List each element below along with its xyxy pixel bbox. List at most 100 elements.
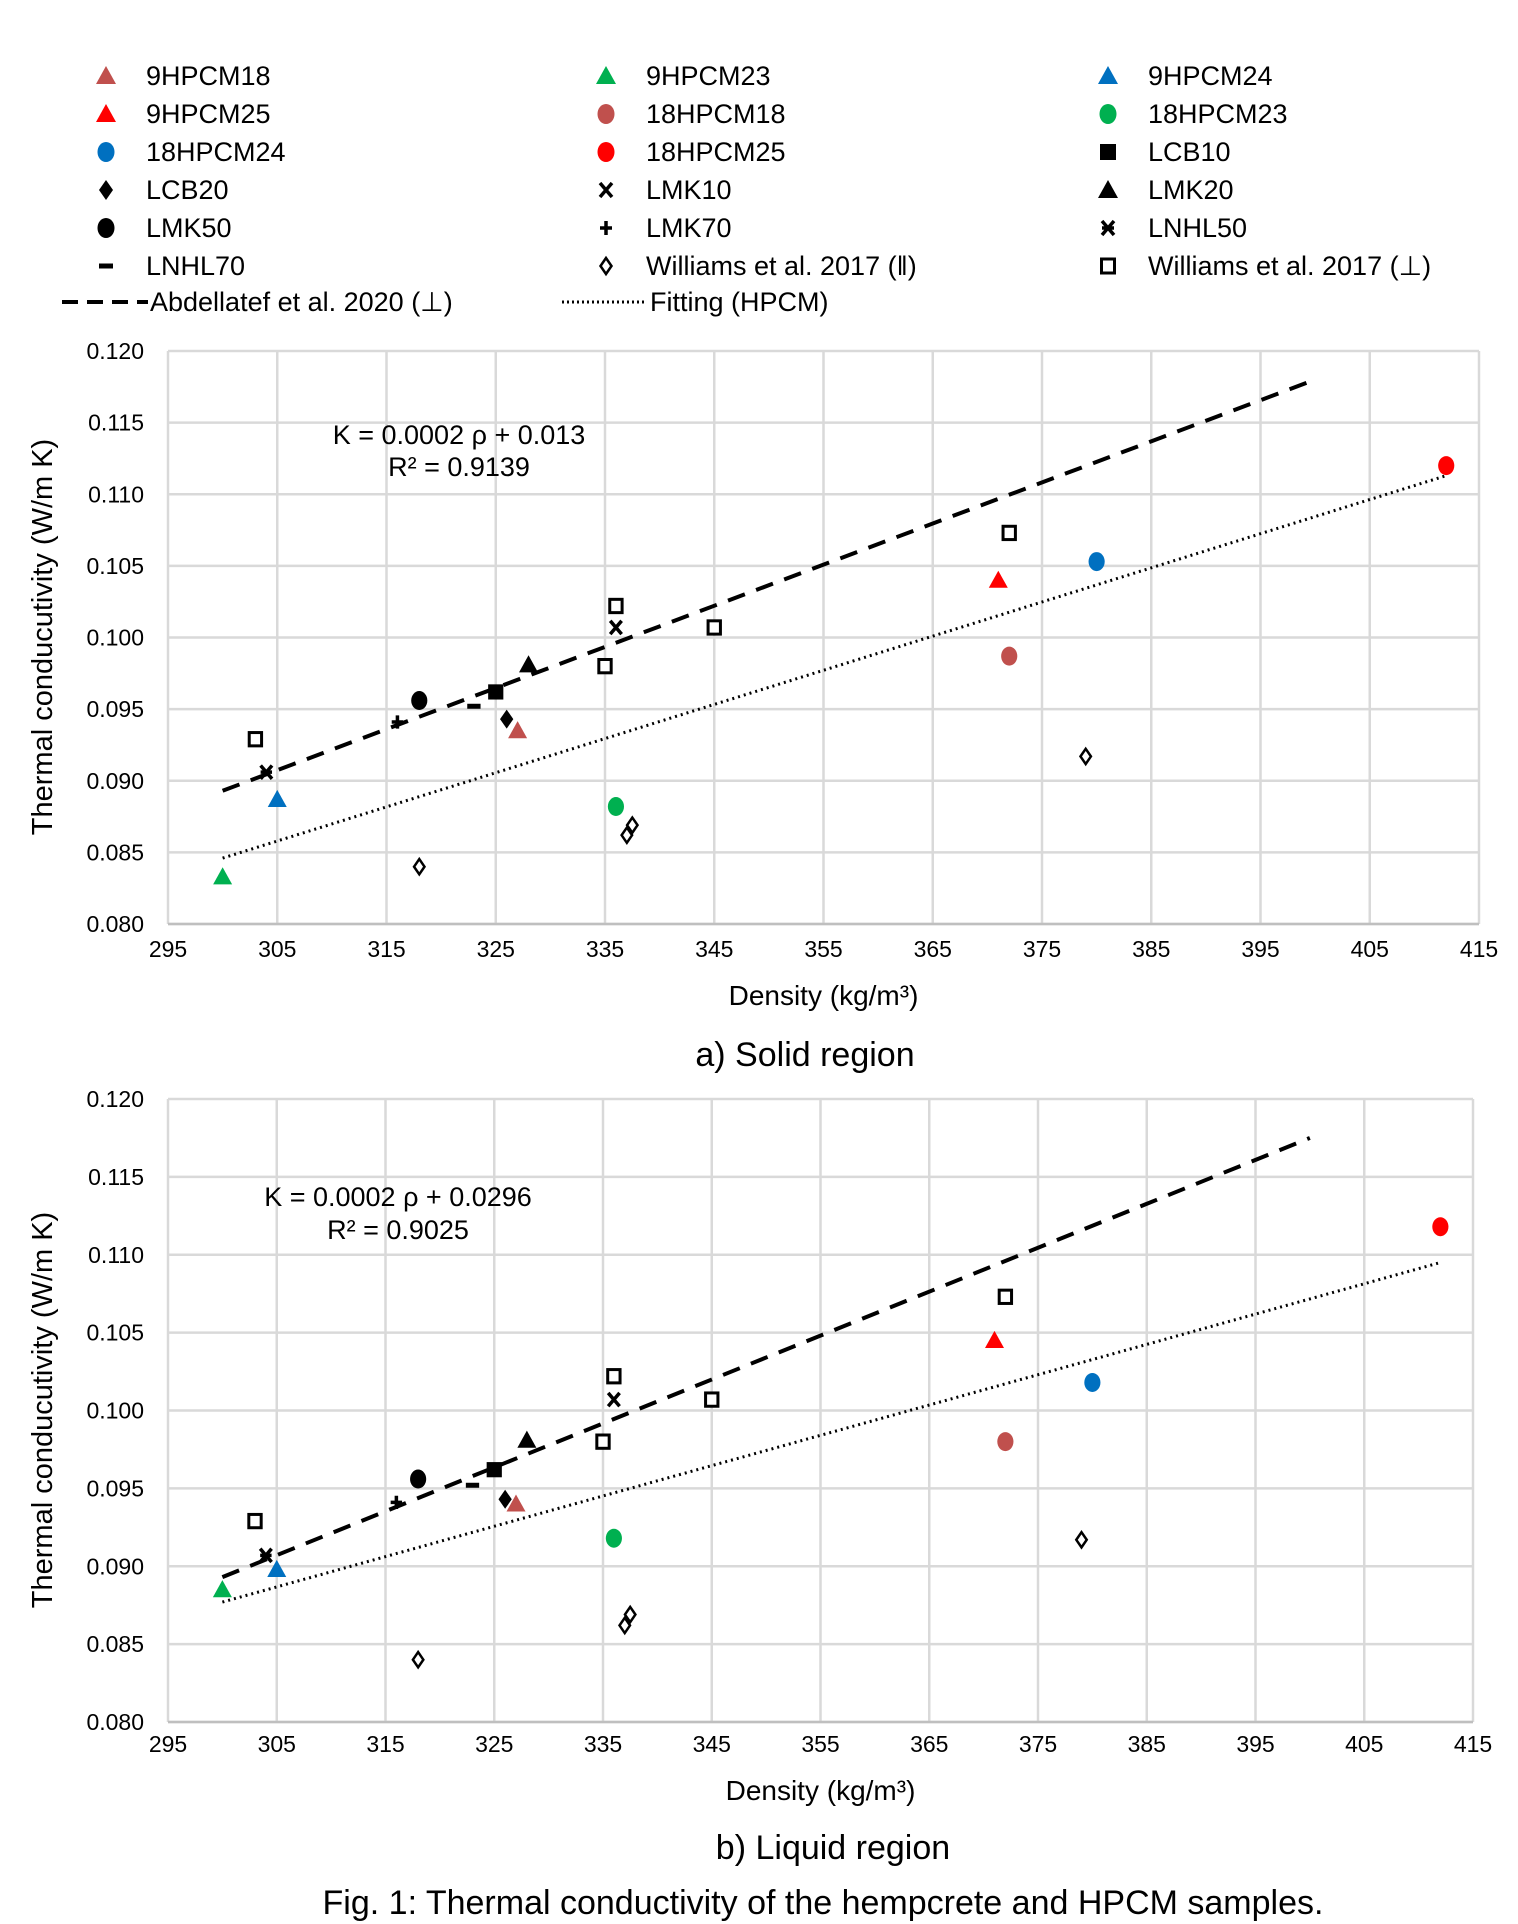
legend-marker-icon [1100, 257, 1116, 275]
point-18hpcm25 [1438, 456, 1455, 476]
point-9hpcm25 [988, 570, 1008, 588]
chart-b-caption: b) Liquid region [715, 1829, 951, 1867]
point-lcb20 [500, 709, 514, 729]
y-tick-label: 0.105 [86, 553, 144, 579]
point-lcb10 [488, 684, 504, 700]
legend-label: Williams et al. 2017 (⊥) [1148, 250, 1432, 281]
legend-item-lnhl50: LNHL50 [1095, 210, 1247, 246]
legend-marker-icon [96, 104, 116, 122]
r-squared-label: R² = 0.9025 [327, 1215, 469, 1245]
chart-legend: 9HPCM18 9HPCM23 9HPCM24 9HPCM25 18HPCM18 18HP… [0, 0, 1518, 330]
x-tick-label: 415 [1454, 1731, 1492, 1757]
x-tick-label: 305 [258, 1731, 296, 1757]
legend-item-lmk10: LMK10 [593, 172, 732, 208]
x-tick-label: 315 [366, 1731, 404, 1757]
y-tick-label: 0.080 [86, 1709, 144, 1735]
y-tick-label: 0.085 [86, 1631, 144, 1657]
y-tick-label: 0.100 [86, 1398, 144, 1424]
point-w-perp [1001, 524, 1017, 542]
legend-item-18hpcm24: 18HPCM24 [93, 134, 286, 170]
x-tick-label: 355 [804, 936, 842, 962]
legend-marker-icon [62, 300, 148, 304]
point-lnhl70 [465, 1482, 480, 1488]
y-tick-label: 0.085 [86, 839, 144, 865]
legend-item-lmk50: LMK50 [93, 210, 232, 246]
point-9hpcm24 [267, 1559, 287, 1577]
fitting-line [221, 1261, 1441, 1604]
y-tick-label: 0.115 [88, 1164, 144, 1190]
legend-marker-icon [597, 104, 615, 124]
point-w-perp [606, 1368, 622, 1385]
point-w-par [1074, 1529, 1089, 1550]
chart-a-caption: a) Solid region [695, 1036, 915, 1074]
point-9hpcm24 [267, 789, 287, 807]
legend-label: LNHL50 [1148, 212, 1248, 243]
legend-marker-icon [1100, 144, 1116, 160]
point-w-par [625, 815, 640, 835]
point-w-perp [247, 731, 264, 748]
point-lmk20 [517, 1430, 537, 1448]
legend-marker-icon [596, 66, 616, 84]
legend-item-w-par: Williams et al. 2017 (‖) [593, 248, 917, 284]
legend-item-lmk70: LMK70 [593, 210, 732, 246]
x-tick-label: 335 [586, 936, 624, 962]
abdellatef-line [221, 1136, 1311, 1580]
legend-label: LMK10 [646, 174, 732, 205]
x-tick-label: 355 [801, 1731, 839, 1757]
point-w-perp [704, 1391, 720, 1408]
y-tick-label: 0.090 [86, 1553, 144, 1579]
point-w-par [1078, 746, 1093, 767]
point-18hpcm23 [605, 1528, 622, 1548]
fitting-line [222, 474, 1447, 860]
point-lmk70 [390, 1495, 403, 1510]
point-lnhl50 [258, 1547, 273, 1564]
y-tick-label: 0.110 [88, 481, 144, 507]
point-18hpcm18 [1001, 646, 1018, 666]
point-lmk70 [391, 715, 404, 729]
legend-marker-icon [597, 142, 615, 162]
legend-marker-icon [598, 181, 614, 199]
legend-label: 9HPCM18 [146, 60, 271, 91]
legend-marker-icon [600, 221, 612, 235]
point-w-perp [997, 1288, 1014, 1305]
x-tick-label: 345 [695, 936, 733, 962]
x-tick-label: 395 [1236, 1731, 1274, 1757]
point-lmk50 [410, 1469, 427, 1489]
legend-marker-icon [99, 263, 113, 269]
point-w-par [618, 1615, 632, 1636]
legend-item-18hpcm23: 18HPCM23 [1095, 96, 1288, 132]
point-lmk20 [519, 655, 539, 673]
legend-label: LNHL70 [146, 250, 246, 281]
abdellatef-line [221, 377, 1316, 793]
chart-liquid-region: 0.080 0.085 0.090 0.095 0.100 0.105 0.110 0.115… [27, 1086, 1492, 1806]
x-tick-label: 295 [149, 936, 187, 962]
figure-caption: Fig. 1: Thermal conductivity of the hemp… [322, 1884, 1324, 1922]
legend-label: LCB20 [146, 174, 229, 205]
y-axis-title: Thermal conducutivity (W/m K) [27, 439, 59, 835]
x-tick-label: 375 [1023, 936, 1061, 962]
legend-label: 18HPCM24 [146, 136, 286, 167]
x-tick-label: 415 [1460, 936, 1498, 962]
legend-item-9hpcm25: 9HPCM25 [93, 96, 271, 132]
x-tick-label: 325 [477, 936, 515, 962]
point-w-perp [247, 1512, 263, 1530]
x-tick-label: 325 [475, 1731, 513, 1757]
point-w-par [412, 856, 427, 877]
legend-marker-icon [1100, 219, 1116, 237]
point-w-par [620, 825, 634, 845]
point-lmk10 [608, 619, 623, 636]
legend-item-lcb20: LCB20 [93, 172, 229, 208]
y-axis-title: Thermal conducutivity (W/m K) [27, 1212, 59, 1608]
point-w-perp [608, 597, 624, 615]
legend-marker-icon [1098, 66, 1118, 84]
legend-label: Fitting (HPCM) [650, 286, 829, 317]
point-lmk10 [606, 1391, 621, 1408]
y-tick-label: 0.110 [88, 1242, 144, 1268]
y-tick-label: 0.120 [86, 338, 144, 364]
point-18hpcm24 [1088, 552, 1105, 572]
legend-label: 9HPCM24 [1148, 60, 1273, 91]
legend-item-lcb10: LCB10 [1095, 134, 1231, 170]
legend-marker-icon [1099, 104, 1117, 124]
legend-marker-icon [562, 300, 644, 304]
point-9hpcm18 [506, 1494, 526, 1512]
